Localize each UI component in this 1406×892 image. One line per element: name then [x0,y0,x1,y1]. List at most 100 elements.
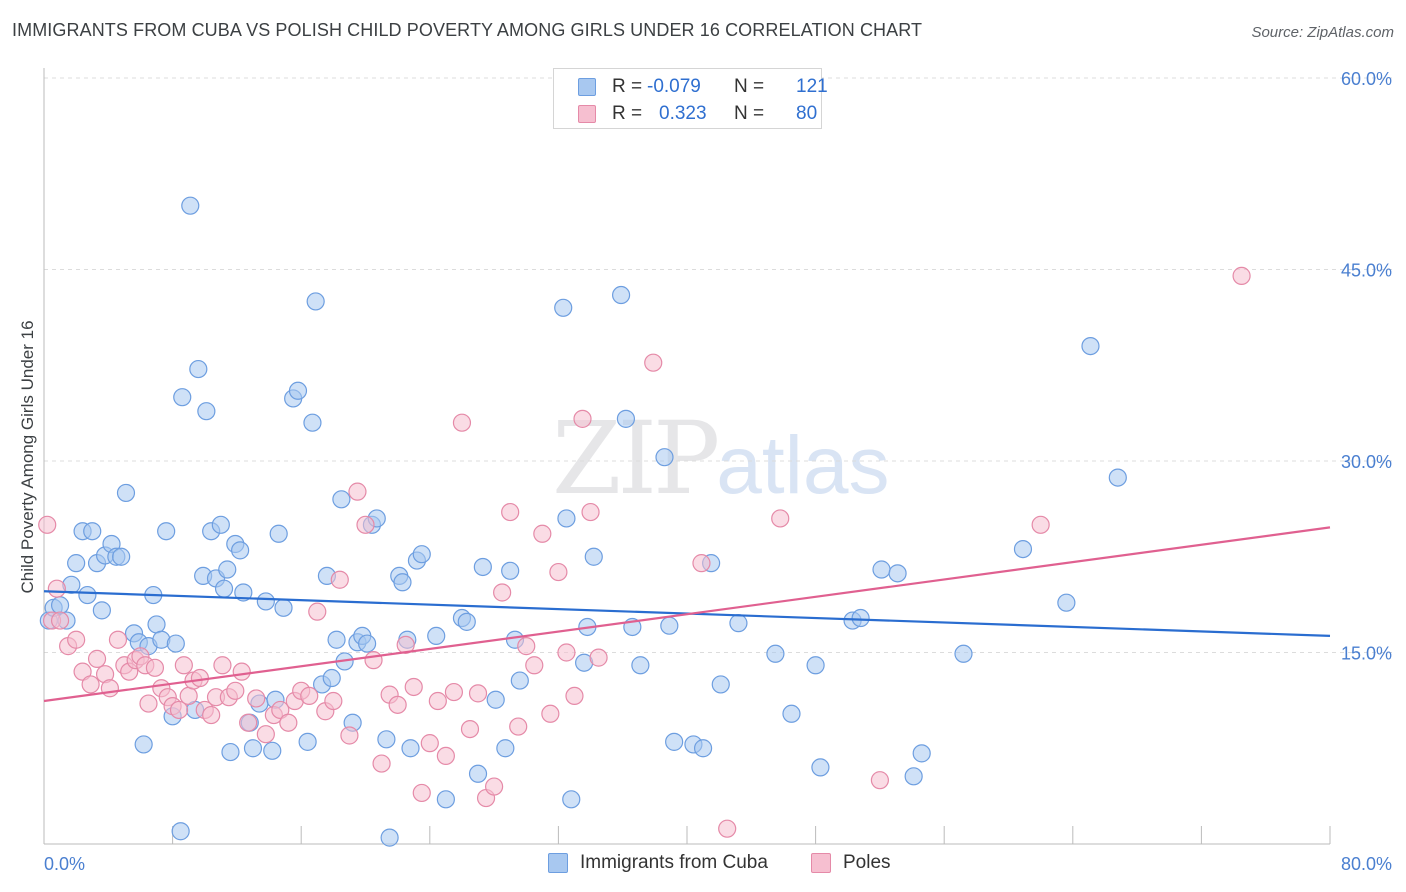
data-point [112,547,131,566]
legend-n-label: N = [734,76,765,97]
data-point [67,630,86,649]
data-point [554,298,573,317]
data-point [108,630,128,649]
data-point [510,671,529,690]
data-point [300,686,319,706]
trend-layer [43,526,1331,703]
data-point [655,448,674,467]
data-point [213,656,232,675]
data-point [147,615,166,634]
data-point [322,668,341,688]
data-point [771,509,790,528]
data-point [549,562,568,582]
data-point [134,735,153,754]
watermark: ZIPatlas [552,400,890,517]
data-point [87,649,107,668]
legend-n-value: 80 [796,103,818,124]
data-point [181,196,200,215]
data-point [330,570,349,589]
data-point [166,634,185,653]
data-point [401,739,420,758]
data-point [589,648,608,667]
data-point [1031,515,1050,534]
source-label: Source: ZipAtlas.com [1251,24,1394,41]
y-tick-label: 30.0% [1341,452,1392,472]
data-point [412,545,431,564]
data-point [189,359,208,379]
watermark-atlas: atlas [716,420,890,511]
data-point [288,381,308,400]
data-point [660,616,679,635]
data-point [377,730,396,749]
data-point [562,790,581,809]
data-point [806,656,825,675]
data-point [269,524,288,543]
data-point [573,409,592,428]
legend-r-value: -0.079 [647,76,701,97]
data-point [496,739,515,758]
data-point [234,583,253,602]
y-tick-label: 15.0% [1341,644,1392,664]
data-point [81,675,100,694]
data-point [231,541,250,560]
data-point [274,598,293,617]
data-point [872,560,891,579]
chart-title: IMMIGRANTS FROM CUBA VS POLISH CHILD POV… [12,20,923,40]
data-point [457,612,476,631]
data-point [584,547,603,566]
data-point [711,675,730,694]
data-point [256,725,275,744]
data-point [47,579,66,598]
data-point [1013,539,1033,559]
data-point [171,822,190,841]
data-point [308,602,327,621]
data-point [202,705,221,725]
data-point [473,557,492,577]
data-point [67,554,86,573]
data-point [263,741,282,760]
data-point [303,413,322,432]
data-point [356,515,375,534]
data-point [388,695,407,714]
data-point [420,734,439,753]
y-tick-label: 60.0% [1341,69,1392,89]
data-point [226,681,245,700]
data-point [616,409,636,428]
x-tick-label: 80.0% [1341,854,1392,874]
data-point [565,686,584,706]
data-point [50,596,70,615]
data-point [851,608,870,628]
data-point [298,732,317,751]
data-point [211,515,230,534]
data-point [452,413,472,432]
legend-n-value: 121 [796,76,828,97]
data-point [221,742,240,762]
data-point [444,682,464,702]
data-point [493,583,512,602]
data-point [380,828,399,847]
legend-swatch-cuba [578,78,596,96]
data-point [174,656,193,675]
axes [43,68,1331,845]
data-point [247,689,266,708]
data-point [517,637,536,656]
data-point [501,502,520,522]
legend: R = -0.079 N = 121 R = 0.323 N = 80 [553,68,828,129]
data-point [179,686,198,706]
data-point [393,573,412,592]
data-point [428,691,447,711]
trend-line-poles [43,526,1331,703]
data-point [157,522,176,541]
data-point [436,790,455,809]
data-point [38,515,57,534]
data-point [396,635,415,654]
data-point [256,592,275,611]
data-point [139,694,158,713]
data-point [214,579,234,598]
data-point [145,658,165,677]
data-point [509,717,528,736]
data-point [404,677,423,697]
data-point [870,771,890,790]
bottom-legend-label-cuba: Immigrants from Cuba [580,852,768,873]
